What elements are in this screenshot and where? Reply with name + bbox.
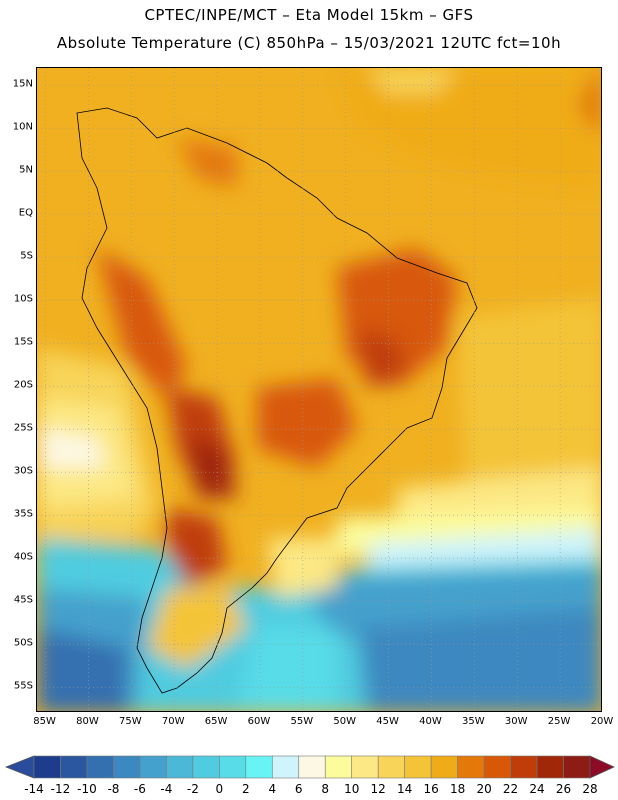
latitude-tick-label: 15S <box>13 336 33 348</box>
longitude-tick-label: 40W <box>419 716 442 727</box>
colorbar-tick-label: -8 <box>107 782 120 796</box>
colorbar-tick-label: 28 <box>582 782 598 796</box>
colorbar-tick-label: -6 <box>133 782 146 796</box>
latitude-tick-label: 10N <box>12 121 33 133</box>
colorbar-tick-label: 24 <box>529 782 545 796</box>
colorbar-tick-label: -10 <box>77 782 97 796</box>
colorbar-tick-label: 10 <box>344 782 360 796</box>
map-title: CPTEC/INPE/MCT – Eta Model 15km – GFS <box>144 6 474 24</box>
colorbar-swatch <box>33 755 61 779</box>
longitude-tick-label: 80W <box>76 716 99 727</box>
map-canvas <box>37 68 601 711</box>
colorbar-swatch <box>563 755 591 779</box>
longitude-tick-label: 55W <box>290 716 314 727</box>
colorbar-swatch <box>324 755 353 779</box>
colorbar-swatch <box>457 755 485 779</box>
latitude-tick-label: 50S <box>13 637 33 649</box>
colorbar-tick-label: -4 <box>160 782 173 796</box>
colorbar-labels: -14 -12 -10 -8 -6 -4 -2 0 2 4 6 8 10 12 14 16 18 20 22 24 26… <box>0 782 618 798</box>
longitude-tick-label: 30W <box>504 716 528 727</box>
colorbar-swatch <box>377 755 405 779</box>
latitude-tick-label: 20S <box>13 379 33 391</box>
colorbar-swatch <box>245 755 273 779</box>
colorbar-swatch <box>536 755 564 779</box>
longitude-tick-label: 65W <box>204 716 228 727</box>
colorbar-tick-label: 8 <box>321 782 330 796</box>
latitude-tick-label: 30S <box>13 465 33 477</box>
colorbar-tick-label: -14 <box>24 782 44 796</box>
longitude-tick-label: 50W <box>333 716 357 727</box>
continent-outline <box>76 107 478 694</box>
colorbar-swatch <box>483 755 511 779</box>
latitude-tick-label: 15N <box>12 78 33 90</box>
colorbar-under-arrow <box>4 755 35 779</box>
longitude-tick-label: 35W <box>462 716 485 727</box>
temperature-map <box>36 67 602 712</box>
longitude-tick-label: 60W <box>247 716 271 727</box>
colorbar-swatch <box>139 755 167 779</box>
latitude-axis: 15N 10N 5N EQ 5S 10S 15S 20S 25S 30S 35S 40S 45S 50S 5… <box>0 67 33 712</box>
colorbar-tick-label: 14 <box>397 782 413 796</box>
colorbar-swatch <box>166 755 194 779</box>
colorbar-tick-label: -2 <box>186 782 199 796</box>
colorbar <box>4 755 615 779</box>
colorbar-tick-label: 20 <box>476 782 492 796</box>
latitude-tick-label: 5S <box>20 250 33 262</box>
colorbar-swatch <box>351 755 379 779</box>
colorbar-tick-label: 0 <box>215 782 224 796</box>
longitude-tick-label: 85W <box>33 716 56 727</box>
latitude-tick-label: 5N <box>19 164 33 176</box>
longitude-tick-label: 70W <box>161 716 185 727</box>
colorbar-tick-label: 6 <box>294 782 303 796</box>
colorbar-tick-label: 22 <box>502 782 519 796</box>
latitude-tick-label: 40S <box>13 551 33 563</box>
colorbar-tick-label: 16 <box>423 782 439 796</box>
colorbar-tick-label: 4 <box>268 782 277 796</box>
colorbar-swatch <box>113 755 141 779</box>
latitude-tick-label: 25S <box>13 422 33 434</box>
colorbar-swatch <box>271 755 300 779</box>
colorbar-over-arrow <box>589 755 615 779</box>
colorbar-swatch <box>60 755 88 779</box>
latitude-tick-label: 45S <box>13 594 33 606</box>
longitude-tick-label: 25W <box>547 716 571 727</box>
colorbar-swatch <box>404 755 432 779</box>
colorbar-swatch <box>510 755 538 779</box>
longitude-tick-label: 75W <box>119 716 142 727</box>
latitude-tick-label: 35S <box>13 508 33 520</box>
temperature-field <box>37 68 601 711</box>
colorbar-tick-label: 12 <box>370 782 386 796</box>
colorbar-swatch <box>430 755 458 779</box>
colorbar-swatch <box>219 755 247 779</box>
colorbar-swatch <box>192 755 220 779</box>
colorbar-tick-label: 18 <box>449 782 466 796</box>
colorbar-tick-label: -12 <box>50 782 71 796</box>
colorbar-tick-label: 26 <box>555 782 572 796</box>
longitude-tick-label: 20W <box>590 716 614 727</box>
longitude-axis: 85W 80W 75W 70W 65W 60W 55W 50W 45W 40W 35W 30W 25W 2… <box>33 716 613 730</box>
latitude-tick-label: EQ <box>18 207 33 219</box>
map-subtitle: Absolute Temperature (C) 850hPa – 15/03/… <box>56 34 562 52</box>
latitude-tick-label: 55S <box>13 680 33 692</box>
longitude-tick-label: 45W <box>376 716 399 727</box>
colorbar-swatch <box>86 755 114 779</box>
colorbar-tick-label: 2 <box>241 782 250 796</box>
colorbar-swatch <box>298 755 326 779</box>
latitude-tick-label: 10S <box>13 293 33 305</box>
